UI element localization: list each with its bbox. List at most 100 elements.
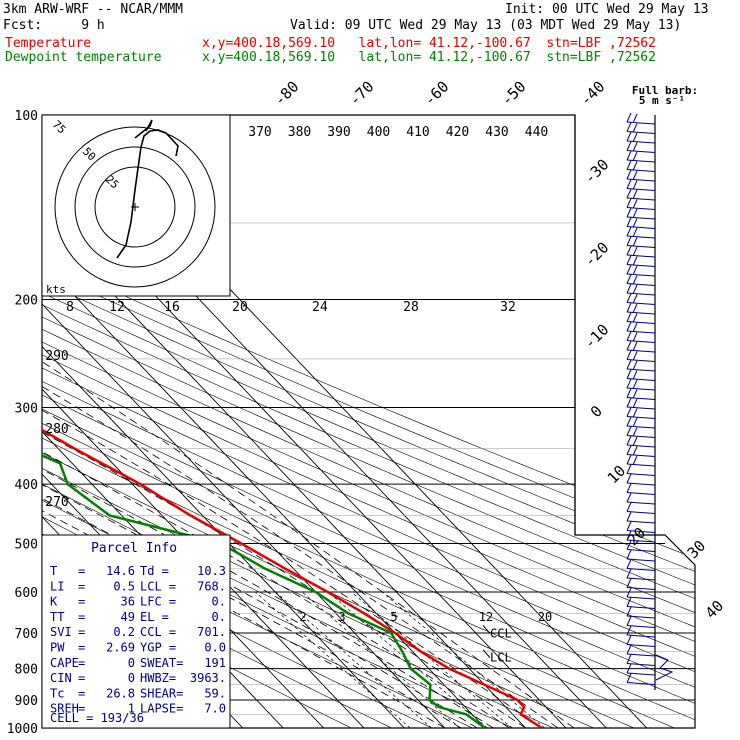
barb-flag <box>626 378 632 389</box>
barb-staff <box>626 397 656 400</box>
theta-label: 430 <box>485 125 508 140</box>
barb-flag <box>626 198 632 208</box>
parcel-equals: = <box>78 595 85 609</box>
wind-barb <box>626 635 656 647</box>
barb-flag <box>632 113 638 124</box>
barb-flag <box>626 245 632 256</box>
theta-label-low: 270 <box>45 495 68 510</box>
barb-staff <box>626 634 656 638</box>
wind-barb <box>626 407 656 419</box>
pressure-label: 500 <box>15 537 38 552</box>
barb-flag <box>626 521 632 531</box>
barb-flag <box>626 416 632 427</box>
barb-staff <box>626 530 656 533</box>
barb-flag <box>626 464 632 474</box>
barb-flag <box>626 283 632 294</box>
barb-flag <box>626 625 632 636</box>
barb-flag <box>626 321 632 332</box>
barb-staff <box>626 596 656 600</box>
barb-staff <box>626 197 656 201</box>
barb-staff <box>626 587 656 590</box>
barb-flag <box>632 142 638 152</box>
wind-barb <box>626 188 656 201</box>
pressure-label: 100 <box>15 109 38 124</box>
barb-staff <box>626 140 656 144</box>
ccl-label: CCL <box>490 626 512 640</box>
isotherm-label: -50 <box>498 78 530 110</box>
barb-flag <box>626 454 632 465</box>
parcel-value: 0.2 <box>113 625 135 639</box>
barb-flag <box>626 179 632 189</box>
isotherm-label: -40 <box>577 78 609 110</box>
barb-flag <box>632 408 638 418</box>
parcel-value: 1 <box>128 702 135 716</box>
parcel-equals: = <box>78 702 85 716</box>
parcel-label: Td = <box>140 564 169 578</box>
pressure-label: 700 <box>15 627 38 642</box>
barb-staff <box>626 330 656 334</box>
barb-staff <box>626 454 656 457</box>
parcel-equals: = <box>78 671 85 685</box>
barb-flag <box>626 141 632 151</box>
theta-label: 410 <box>406 125 429 140</box>
barb-staff <box>626 340 656 343</box>
barb-staff <box>626 539 656 543</box>
theta-label: 380 <box>288 125 311 140</box>
wind-barb <box>626 359 656 372</box>
barb-staff <box>626 245 656 248</box>
barb-staff <box>626 520 656 524</box>
barb-staff <box>626 264 656 267</box>
parcel-label: LFC = <box>140 595 176 609</box>
pressure-label: 900 <box>15 694 38 709</box>
wind-barb <box>626 625 656 638</box>
mixing-ratio-label: 12 <box>479 610 493 624</box>
model-title: 3km ARW-WRF -- NCAR/MMM <box>3 2 184 17</box>
barb-flag <box>626 388 632 398</box>
barb-flag <box>632 446 638 456</box>
parcel-value: 36 <box>121 595 135 609</box>
lcl-label: LCL <box>490 651 512 665</box>
parcel-value: 26.8 <box>106 686 135 700</box>
barb-flag <box>632 199 638 209</box>
wind-barb <box>626 264 656 277</box>
wind-barb <box>626 312 656 324</box>
barb-staff <box>626 444 656 448</box>
barb-staff <box>626 359 656 362</box>
barb-staff <box>626 207 656 210</box>
barb-flag <box>626 331 632 341</box>
wind-barb <box>626 530 656 543</box>
isotherm-label: -10 <box>581 321 613 353</box>
speed-scale-label: 24 <box>312 300 328 315</box>
wind-barb <box>626 654 656 666</box>
isotherm-label: 0 <box>587 402 606 421</box>
wind-barb <box>626 663 656 676</box>
speed-scale-label: 20 <box>232 300 248 315</box>
barb-staff <box>626 302 656 305</box>
barb-flag <box>626 131 632 142</box>
parcel-frame <box>41 534 231 729</box>
speed-scale-label: 8 <box>66 300 74 315</box>
barb-flag <box>626 264 632 275</box>
hodograph-ring <box>74 146 196 268</box>
speed-scale-label: 32 <box>500 300 516 315</box>
isotherm-label: -80 <box>271 78 303 110</box>
parcel-cell: CELL = 193/36 <box>50 711 144 725</box>
barb-staff <box>626 378 656 381</box>
barb-staff <box>626 159 656 163</box>
wind-barb <box>626 673 656 685</box>
moist-adiabat <box>42 299 510 728</box>
parcel-label: SWEAT= <box>140 656 183 670</box>
parcel-equals: = <box>78 625 85 639</box>
isotherm-line <box>42 115 365 728</box>
barb-flag <box>626 578 632 588</box>
barb-flag <box>626 663 632 674</box>
barb-staff <box>626 644 656 647</box>
moist-adiabat <box>42 398 462 728</box>
pressure-label: 200 <box>15 294 38 309</box>
wind-barb <box>626 492 656 505</box>
barb-flag <box>632 151 638 162</box>
parcel-label: SREH <box>50 702 79 716</box>
wind-barb <box>626 397 656 410</box>
barb-flag <box>632 189 638 200</box>
theta-label: 400 <box>367 125 390 140</box>
